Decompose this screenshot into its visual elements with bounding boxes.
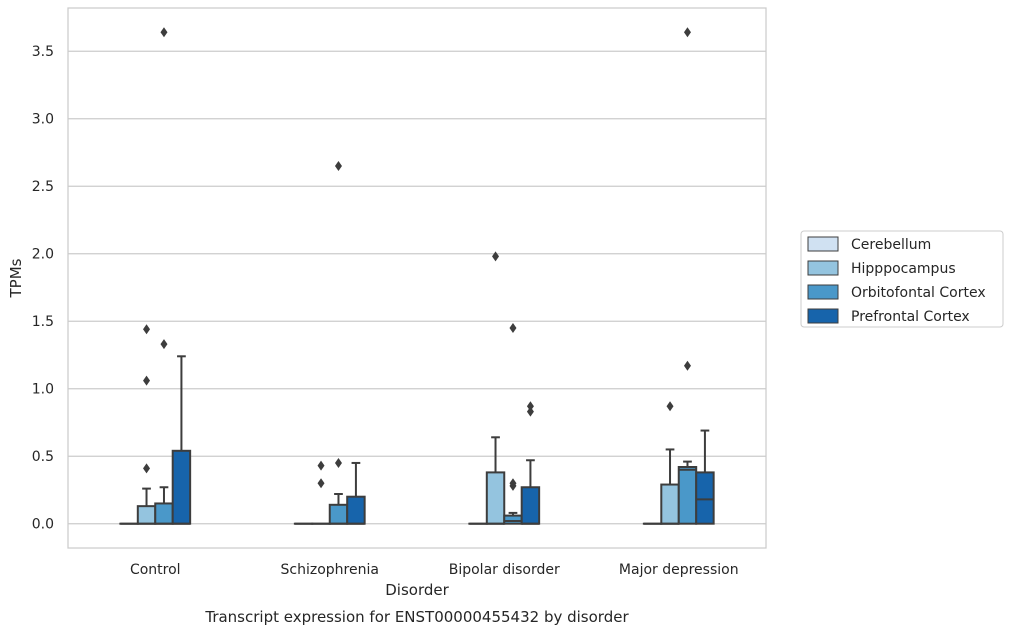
outlier-point	[143, 375, 151, 386]
outlier-point	[334, 160, 342, 171]
outlier-point	[160, 339, 168, 350]
box-orbitofontal-cortex	[154, 27, 174, 525]
y-tick-label: 2.5	[32, 179, 54, 195]
outlier-point	[526, 406, 534, 417]
outlier-point	[334, 457, 342, 468]
box-orbitofontal-cortex	[503, 322, 523, 525]
box-body	[503, 514, 523, 525]
box-prefrontal-cortex	[171, 355, 192, 525]
legend-swatch	[807, 236, 839, 252]
outlier-point	[509, 322, 517, 333]
x-tick-labels: Control Schizophrenia Bipolar disorder Majo…	[130, 562, 739, 578]
outlier-point	[509, 478, 517, 489]
chart-caption: Transcript expression for ENST0000045543…	[204, 608, 629, 626]
outlier-point	[160, 27, 168, 38]
legend-swatch	[807, 260, 839, 276]
outlier-point	[683, 360, 691, 371]
x-tick-label: Control	[130, 562, 181, 578]
box-body	[695, 471, 715, 525]
legend: Cerebellum Hipppocampus Orbitofontal Corte…	[800, 230, 1004, 328]
outlier-point	[666, 401, 674, 412]
box-body	[328, 503, 349, 525]
x-tick-label: Major depression	[619, 562, 739, 578]
outlier-point	[317, 478, 325, 489]
box-body	[346, 495, 366, 525]
box-body	[485, 471, 506, 525]
box-body	[171, 449, 192, 525]
box-body	[136, 505, 157, 525]
box-series	[119, 27, 715, 525]
box-hipppocampus	[136, 324, 157, 525]
legend-entry: Hipppocampus	[851, 261, 956, 277]
outlier-point	[526, 401, 534, 412]
y-tick-label: 3.0	[32, 112, 54, 128]
legend-swatch	[807, 284, 839, 300]
box-orbitofontal-cortex	[328, 160, 349, 525]
box-prefrontal-cortex	[695, 429, 715, 525]
box-body	[677, 466, 698, 525]
legend-frame	[800, 230, 1004, 328]
x-axis-label: Disorder	[385, 581, 449, 599]
box-hipppocampus	[485, 251, 506, 525]
y-tick-labels: 0.0 0.5 1.0 1.5 2.0 2.5 3.0 3.5	[32, 44, 54, 533]
box-body	[154, 502, 174, 525]
y-tick-label: 0.0	[32, 517, 54, 533]
plot-frame	[67, 7, 767, 549]
legend-entry: Prefrontal Cortex	[851, 309, 970, 325]
legend-entry: Orbitofontal Cortex	[851, 285, 986, 301]
legend-swatch	[807, 308, 839, 324]
outlier-point	[492, 251, 500, 262]
outlier-point	[683, 27, 691, 38]
outlier-point	[143, 324, 151, 335]
outlier-point	[317, 460, 325, 471]
x-tick-label: Bipolar disorder	[449, 562, 560, 578]
box-body	[520, 486, 541, 525]
legend-entry: Cerebellum	[851, 237, 931, 253]
y-tick-label: 2.0	[32, 247, 54, 263]
y-tick-label: 1.0	[32, 382, 54, 398]
x-tick-label: Schizophrenia	[281, 562, 379, 578]
box-body	[660, 483, 680, 525]
outlier-point	[143, 463, 151, 474]
box-prefrontal-cortex	[520, 401, 541, 525]
y-axis-label: TPMs	[7, 258, 25, 298]
box-prefrontal-cortex	[346, 461, 366, 525]
y-tick-label: 0.5	[32, 449, 54, 465]
y-tick-label: 3.5	[32, 44, 54, 60]
y-tick-label: 1.5	[32, 314, 54, 330]
